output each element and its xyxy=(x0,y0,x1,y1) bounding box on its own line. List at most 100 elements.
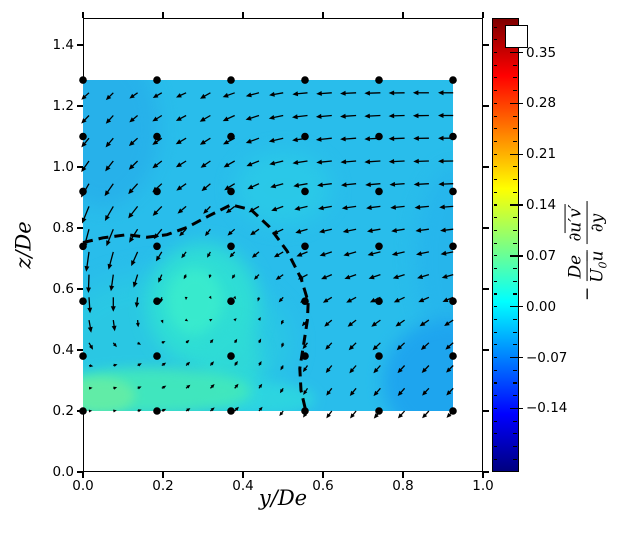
cbar-minor-tick-left xyxy=(493,420,497,422)
x-tick-label: 0.8 xyxy=(392,478,414,494)
y-tick-right xyxy=(483,166,489,168)
cbar-tick-label: 0.35 xyxy=(526,44,557,61)
cbar-minor-tick xyxy=(512,229,517,232)
colorbar xyxy=(492,18,519,472)
x-tick-top xyxy=(322,12,324,18)
cbar-label-num2: ∂u′v′ xyxy=(564,201,588,245)
cbar-label-fraction-1: De U0u xyxy=(565,250,610,284)
cbar-tick-label: 0.28 xyxy=(526,95,557,112)
cbar-major-tick xyxy=(510,153,523,155)
cbar-minor-tick-left xyxy=(493,64,497,66)
y-tick-label: 0.2 xyxy=(52,403,74,419)
cbar-minor-tick-left xyxy=(493,153,497,155)
cbar-minor-tick-left xyxy=(493,204,497,206)
cbar-minor-tick-left xyxy=(493,331,497,333)
cbar-major-tick xyxy=(510,255,523,257)
cbar-minor-tick xyxy=(512,369,517,371)
cbar-minor-tick xyxy=(512,268,517,270)
x-tick xyxy=(402,472,404,478)
y-tick-right xyxy=(483,349,489,351)
contour-blob xyxy=(383,319,453,411)
x-tick-top xyxy=(482,12,484,18)
cbar-tick-label: 0.14 xyxy=(526,197,557,214)
cbar-major-tick xyxy=(510,356,523,359)
cbar-minor-tick xyxy=(512,64,517,66)
cbar-minor-tick xyxy=(512,242,517,244)
cbar-minor-tick-left xyxy=(493,242,497,244)
contour-blob xyxy=(167,267,223,335)
cbar-minor-tick-left xyxy=(493,255,497,257)
cbar-minor-tick-left xyxy=(493,115,497,117)
cbar-minor-tick-left xyxy=(493,179,497,181)
cbar-major-tick xyxy=(510,51,523,54)
cbar-minor-tick-left xyxy=(493,293,497,295)
y-tick-right xyxy=(483,105,489,107)
y-tick-right xyxy=(483,410,489,412)
cbar-tick-label: −0.07 xyxy=(526,349,568,366)
cbar-minor-tick-left xyxy=(493,369,497,371)
cbar-minor-tick xyxy=(512,382,517,384)
cbar-minor-tick xyxy=(512,179,517,181)
cbar-minor-tick xyxy=(512,217,517,219)
cbar-minor-tick xyxy=(512,128,517,130)
y-tick-label: 1.0 xyxy=(52,159,74,175)
cbar-minor-tick-left xyxy=(493,318,497,320)
cbar-minor-tick-left xyxy=(493,217,497,219)
y-tick-right xyxy=(483,44,489,46)
cbar-label-minus-sign: − xyxy=(577,287,598,302)
cbar-minor-tick-left xyxy=(493,26,497,28)
y-tick-label: 0.6 xyxy=(52,281,74,297)
cbar-minor-tick-left xyxy=(493,382,497,384)
cbar-label-fraction-2: ∂u′v′ ∂y xyxy=(564,201,609,245)
cbar-tick-label: −0.14 xyxy=(526,400,568,417)
y-tick xyxy=(77,288,83,290)
cbar-minor-tick-left xyxy=(493,306,497,308)
cbar-tick-label: 0.00 xyxy=(526,298,557,315)
cbar-minor-tick xyxy=(512,420,517,422)
cbar-minor-tick xyxy=(512,166,517,168)
cbar-minor-tick-left xyxy=(493,77,497,79)
y-tick-label: 0.0 xyxy=(52,464,74,480)
cbar-minor-tick xyxy=(512,395,517,397)
cbar-major-tick xyxy=(510,102,523,105)
cbar-tick-label: 0.21 xyxy=(526,146,557,163)
y-tick xyxy=(77,166,83,168)
y-tick xyxy=(77,44,83,46)
cbar-label-num1: De xyxy=(565,252,588,282)
x-tick-label: 0.6 xyxy=(312,478,334,494)
x-tick-label: 0.4 xyxy=(232,478,254,494)
contour-fill xyxy=(83,80,453,411)
y-tick-label: 0.4 xyxy=(52,342,74,358)
cbar-minor-tick xyxy=(512,446,517,448)
cbar-major-tick xyxy=(510,204,523,206)
x-tick-top xyxy=(162,12,164,18)
cbar-minor-tick xyxy=(512,280,517,282)
x-tick xyxy=(162,472,164,478)
cbar-label-den1: U0u xyxy=(586,250,610,284)
cbar-minor-tick xyxy=(512,331,517,333)
cbar-minor-tick xyxy=(512,77,517,79)
cbar-minor-tick-left xyxy=(493,433,497,435)
cbar-minor-tick-left xyxy=(493,102,497,104)
y-tick xyxy=(77,471,83,473)
x-tick xyxy=(322,472,324,478)
cbar-major-tick xyxy=(510,306,523,308)
y-tick xyxy=(77,105,83,107)
y-tick-right xyxy=(483,288,489,290)
x-tick xyxy=(242,472,244,478)
y-tick xyxy=(77,410,83,412)
cbar-minor-tick xyxy=(512,115,517,117)
cbar-minor-tick xyxy=(512,191,517,193)
cbar-minor-tick-left xyxy=(493,140,497,143)
x-tick-label: 0.0 xyxy=(72,478,94,494)
cbar-minor-tick-left xyxy=(493,458,497,460)
cbar-minor-tick xyxy=(512,293,517,295)
cbar-minor-tick xyxy=(512,90,517,92)
cbar-tick-label: 0.07 xyxy=(526,247,557,264)
cbar-minor-tick-left xyxy=(493,446,497,448)
x-tick-label: 1.0 xyxy=(472,478,494,494)
cbar-minor-tick-left xyxy=(493,90,497,92)
contour-blob xyxy=(83,80,159,207)
cbar-label-den2: ∂y xyxy=(587,214,608,233)
cbar-minor-tick-left xyxy=(493,395,497,397)
